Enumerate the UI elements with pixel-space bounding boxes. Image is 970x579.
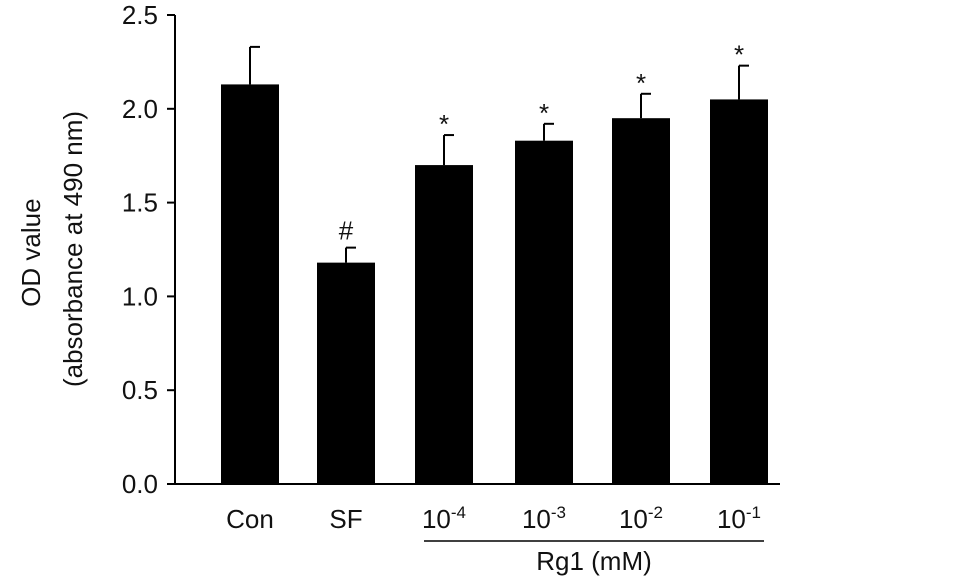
y-tick-label: 2.5 (122, 0, 158, 30)
annotation-3: * (539, 98, 549, 128)
annotation-1: # (339, 216, 354, 246)
y-axis-title-line2: (absorbance at 490 nm) (58, 111, 88, 387)
x-tick-base: SF (329, 504, 362, 534)
significance-annotations: # * * * * (339, 40, 744, 246)
x-tick-label-1: SF (329, 504, 362, 534)
bar-2 (415, 165, 473, 484)
bar-0 (221, 84, 279, 485)
bar-1 (317, 262, 375, 484)
x-tick-base: 10 (619, 504, 648, 534)
x-tick-exponent: -1 (746, 503, 761, 522)
bar-4 (612, 118, 670, 485)
annotation-5: * (734, 40, 744, 70)
y-tick-label: 0.0 (122, 469, 158, 499)
x-tick-exponent: -2 (648, 503, 663, 522)
annotation-2: * (439, 109, 449, 139)
bar-5 (710, 99, 768, 485)
annotation-4: * (636, 68, 646, 98)
bar-3 (515, 140, 573, 484)
x-tick-labels: Con SF 10-4 10-3 10-2 10-1 (226, 503, 761, 534)
y-axis-title-line1: OD value (16, 198, 46, 306)
y-tick-label: 0.5 (122, 375, 158, 405)
x-tick-exponent: -3 (551, 503, 566, 522)
x-tick-label-2: 10-4 (422, 503, 466, 534)
error-bars (249, 45, 749, 263)
x-tick-base: 10 (422, 504, 451, 534)
group-bracket: Rg1 (mM) (424, 540, 764, 576)
y-tick-label: 1.0 (122, 281, 158, 311)
x-tick-base: Con (226, 504, 274, 534)
group-label: Rg1 (mM) (536, 546, 652, 576)
y-axis: 0.0 0.5 1.0 1.5 2.0 2.5 OD value (absorbance … (16, 0, 176, 499)
x-tick-label-0: Con (226, 504, 274, 534)
x-tick-label-3: 10-3 (522, 503, 566, 534)
x-tick-base: 10 (717, 504, 746, 534)
bars (221, 84, 768, 485)
x-tick-exponent: -4 (451, 503, 466, 522)
x-tick-label-5: 10-1 (717, 503, 761, 534)
y-tick-label: 1.5 (122, 188, 158, 218)
x-tick-label-4: 10-2 (619, 503, 663, 534)
y-axis-title: OD value (absorbance at 490 nm) (16, 111, 88, 387)
x-axis: Con SF 10-4 10-3 10-2 10-1 (175, 483, 780, 534)
x-tick-base: 10 (522, 504, 551, 534)
y-ticks: 0.0 0.5 1.0 1.5 2.0 2.5 (122, 0, 175, 499)
y-tick-label: 2.0 (122, 94, 158, 124)
